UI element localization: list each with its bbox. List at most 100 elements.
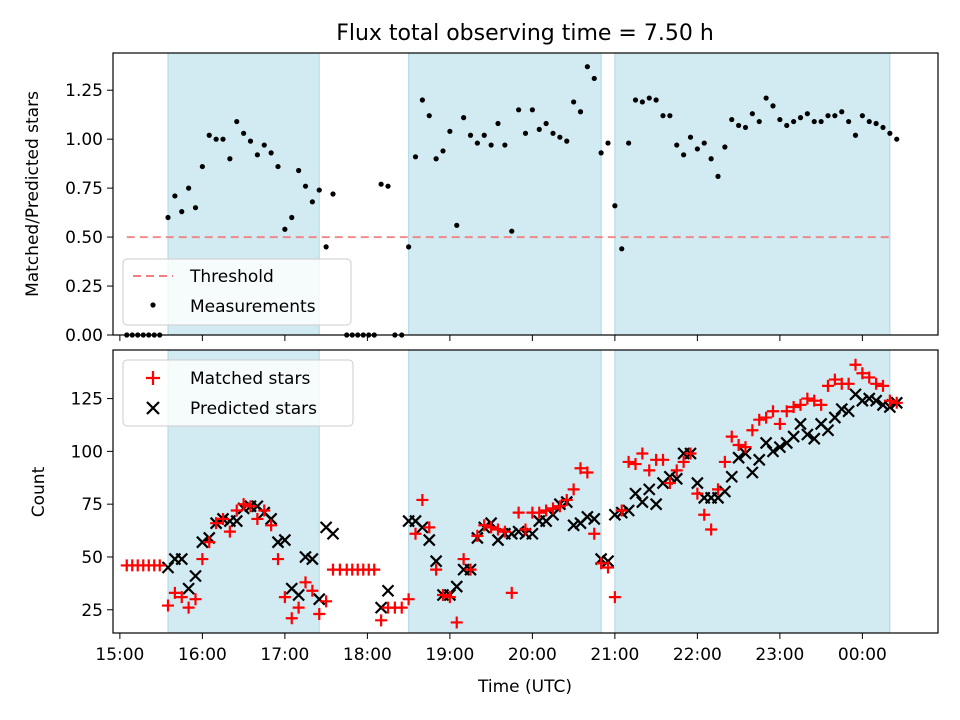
matched-star-marker [416, 493, 429, 506]
matched-star-marker [822, 379, 834, 392]
measurement-points [124, 64, 900, 338]
predicted-star-marker [374, 601, 388, 614]
matched-star-marker [533, 506, 546, 519]
measurement-point [522, 130, 529, 136]
measurement-point [894, 136, 900, 142]
matched-star-marker [684, 447, 697, 460]
measurement-point [440, 148, 446, 154]
matched-star-marker [258, 504, 271, 517]
measurement-point [674, 142, 680, 148]
bottom-x-label: Time (UTC) [477, 677, 572, 697]
measurement-point [282, 226, 288, 232]
predicted-star-marker [196, 535, 209, 549]
bottom-legend: Matched stars Predicted stars [122, 359, 354, 427]
top-y-label: Matched/Predicted stars [23, 91, 43, 297]
top-y-tick-label: 0.00 [65, 326, 103, 346]
matched-star-marker [540, 504, 553, 517]
bottom-axes-frame [112, 349, 939, 634]
measurement-point [681, 152, 687, 158]
predicted-star-marker [773, 440, 787, 454]
matched-star-marker [265, 519, 278, 532]
predicted-star-marker [842, 404, 855, 418]
measurement-point [502, 142, 508, 148]
predicted-star-marker [746, 466, 759, 479]
measurement-point [234, 118, 240, 125]
measurement-point [584, 64, 590, 70]
measurement-point [722, 144, 728, 150]
matched-star-marker [801, 392, 814, 405]
top-y-tick-label: 0.50 [65, 228, 103, 248]
predicted-star-marker [182, 582, 195, 595]
predicted-star-marker [642, 483, 656, 496]
matched-star-marker [657, 453, 669, 466]
bottom-shaded-intervals [167, 349, 891, 634]
matched-star-marker [718, 455, 731, 468]
measurement-point [839, 109, 845, 115]
predicted-star-marker [807, 432, 821, 445]
matched-star-marker [153, 559, 166, 572]
measurement-point [626, 140, 632, 146]
measurement-point [880, 124, 886, 131]
matched-star-marker [457, 553, 470, 566]
bottom-x-tick-label: 16:00 [178, 645, 227, 665]
predicted-star-marker [299, 550, 312, 564]
predicted-star-marker [278, 533, 292, 547]
matched-star-marker [230, 504, 243, 517]
measurement-point [412, 154, 419, 160]
matched-star-marker [670, 464, 683, 477]
matched-star-marker [217, 512, 229, 525]
predicted-star-marker [828, 411, 842, 424]
matched-star-marker [368, 563, 381, 576]
legend-measurement-swatch [150, 302, 156, 308]
measurement-point [646, 95, 652, 101]
measurement-point [426, 113, 432, 119]
measurement-point [825, 113, 831, 119]
measurement-point [694, 146, 700, 152]
measurement-point [206, 132, 212, 138]
chart-title: Flux total observing time = 7.50 h [336, 21, 714, 46]
matched-star-marker [560, 493, 573, 506]
matched-star-marker [842, 377, 855, 390]
matched-star-marker [595, 557, 608, 570]
predicted-star-marker [264, 512, 278, 526]
measurement-point [797, 115, 804, 121]
measurement-point [419, 97, 425, 103]
measurement-point [378, 181, 384, 187]
bottom-x-tick-label: 15:00 [95, 645, 144, 665]
predicted-star-marker [429, 554, 443, 568]
measurement-point [536, 126, 542, 132]
matched-star-marker [464, 563, 477, 576]
bottom-y-tick-label: 100 [71, 442, 103, 462]
measurement-point [873, 120, 879, 127]
matched-star-marker [890, 396, 903, 409]
predicted-star-marker [821, 423, 835, 437]
matched-star-marker [643, 464, 656, 477]
measurement-point [667, 113, 673, 119]
bottom-legend-box [122, 359, 354, 427]
predicted-star-marker [794, 417, 807, 431]
measurement-point [571, 99, 577, 105]
top-y-tick-label: 0.25 [65, 277, 103, 297]
measurement-point [461, 115, 467, 121]
matched-star-marker [849, 358, 862, 371]
predicted-star-marker [422, 533, 436, 547]
measurement-point [811, 118, 817, 125]
predicted-star-marker [601, 554, 615, 568]
legend-predicted-swatch [146, 401, 160, 415]
matched-star-marker [767, 405, 779, 418]
measurement-point [619, 246, 625, 252]
matched-star-marker [581, 466, 594, 479]
matched-star-marker [292, 601, 305, 614]
measurement-point [708, 156, 714, 162]
measurement-point [254, 152, 260, 158]
matched-star-marker [320, 595, 333, 608]
measurement-point [495, 120, 501, 127]
measurement-point [296, 167, 302, 174]
predicted-star-marker [189, 569, 202, 583]
measurement-point [598, 150, 604, 156]
matched-star-marker [244, 500, 257, 513]
matched-star-marker [773, 417, 786, 430]
matched-star-marker [691, 487, 704, 500]
matched-star-marker [567, 483, 580, 496]
predicted-star-marker [835, 402, 849, 416]
